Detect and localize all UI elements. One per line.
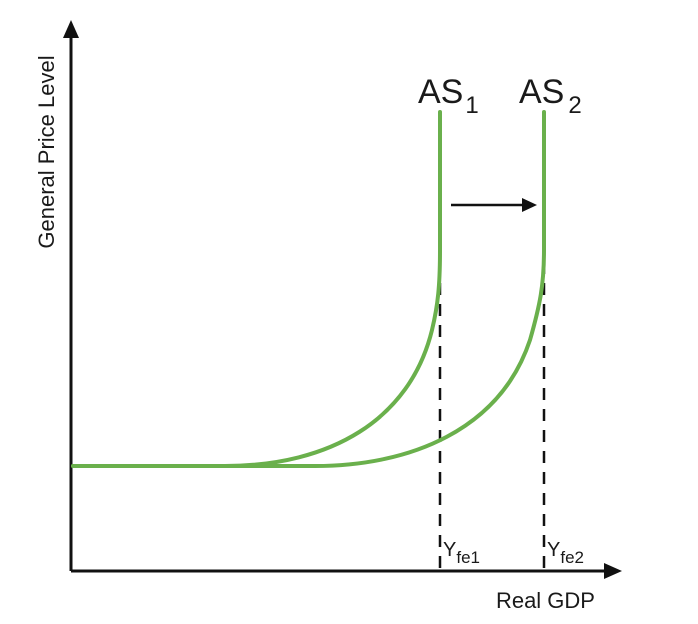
as2-label-subscript: 2 [568,92,581,119]
as1-curve [71,110,442,468]
as2-label-main: AS [519,73,564,111]
y-axis-arrowhead [63,20,79,38]
yfe2-label-subscript: fe2 [560,548,584,567]
yfe2-label: Yfe2 [547,539,584,567]
yfe2-label-main: Y [547,539,560,561]
x-axis-label: Real GDP [496,588,595,613]
x-axis-arrowhead [604,563,622,579]
yfe1-label-main: Y [443,539,456,561]
shift-arrow-head [522,198,537,212]
as1-label-subscript: 1 [465,92,478,119]
as2-curve [71,110,546,468]
as1-label: AS1 [418,73,479,119]
y-axis-label: General Price Level [34,55,59,248]
as1-label-main: AS [418,73,463,111]
yfe1-label-subscript: fe1 [456,548,480,567]
as2-label: AS 2 [519,73,582,119]
yfe1-label: Yfe1 [443,539,480,567]
